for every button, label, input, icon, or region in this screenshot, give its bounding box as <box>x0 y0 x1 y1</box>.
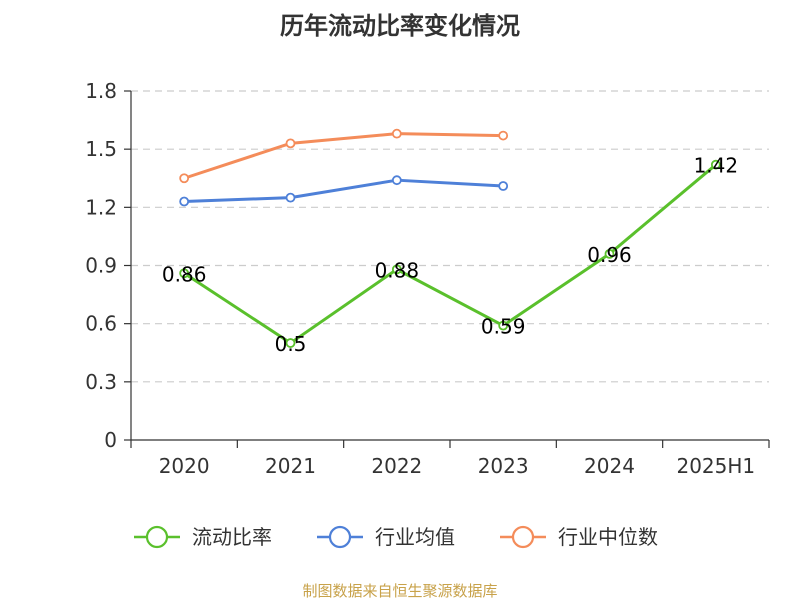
legend[interactable]: 流动比率 行业均值 行业中位数 <box>134 525 658 549</box>
x-tick-label: 2024 <box>584 454 635 478</box>
data-point[interactable] <box>498 320 509 331</box>
data-point[interactable] <box>285 192 296 203</box>
chart-title: 历年流动比率变化情况 <box>280 12 520 40</box>
data-label: 0.86 <box>162 262 207 286</box>
legend-label: 流动比率 <box>192 525 272 549</box>
legend-marker <box>145 525 169 549</box>
y-tick-label: 0.9 <box>85 254 117 278</box>
legend-item[interactable]: 行业中位数 <box>500 525 658 549</box>
data-point[interactable] <box>498 181 509 191</box>
data-point[interactable] <box>710 159 721 170</box>
legend-item[interactable]: 行业均值 <box>317 525 455 549</box>
data-point[interactable] <box>391 264 402 275</box>
x-tick-label: 2025H1 <box>676 454 755 478</box>
data-labels: 0.86 0.5 0.88 0.59 0.96 1.42 <box>162 154 738 356</box>
series-line <box>184 178 504 204</box>
y-tick-label: 1.5 <box>85 137 117 161</box>
data-point[interactable] <box>179 173 190 184</box>
data-label: 0.88 <box>375 258 420 282</box>
data-point[interactable] <box>391 128 402 139</box>
legend-label: 行业中位数 <box>558 525 658 549</box>
data-label: 0.96 <box>587 243 632 267</box>
data-point[interactable] <box>604 248 615 259</box>
data-point[interactable] <box>391 175 402 186</box>
legend-marker <box>328 525 352 549</box>
series-line <box>183 132 504 180</box>
x-tick-label: 2020 <box>159 454 210 478</box>
y-tick-label: 1.8 <box>85 79 117 103</box>
axes: 0 0.3 0.6 0.9 1.2 1.5 1.8 2020 2021 2022 2023 2024 2… <box>85 79 770 478</box>
y-tick-label: 0.3 <box>85 370 117 394</box>
series-line <box>183 163 717 345</box>
y-tick-label: 1.2 <box>85 195 117 219</box>
data-point[interactable] <box>179 196 190 207</box>
series-lines <box>179 128 721 348</box>
data-point[interactable] <box>285 338 296 348</box>
x-tick-label: 2021 <box>265 454 316 478</box>
x-tick-label: 2023 <box>478 454 529 478</box>
y-tick-label: 0.6 <box>85 312 117 336</box>
legend-marker <box>511 525 535 549</box>
data-point[interactable] <box>498 130 509 141</box>
data-label: 0.59 <box>481 315 526 339</box>
source-note: 制图数据来自恒生聚源数据库 <box>302 582 497 600</box>
data-point[interactable] <box>179 268 190 279</box>
legend-label: 行业均值 <box>375 525 455 549</box>
legend-item[interactable]: 流动比率 <box>134 525 272 549</box>
data-label: 0.5 <box>275 332 307 356</box>
data-point[interactable] <box>285 138 296 149</box>
y-tick-label: 0 <box>104 428 117 452</box>
data-label: 1.42 <box>694 154 739 178</box>
x-tick-label: 2022 <box>371 454 422 478</box>
